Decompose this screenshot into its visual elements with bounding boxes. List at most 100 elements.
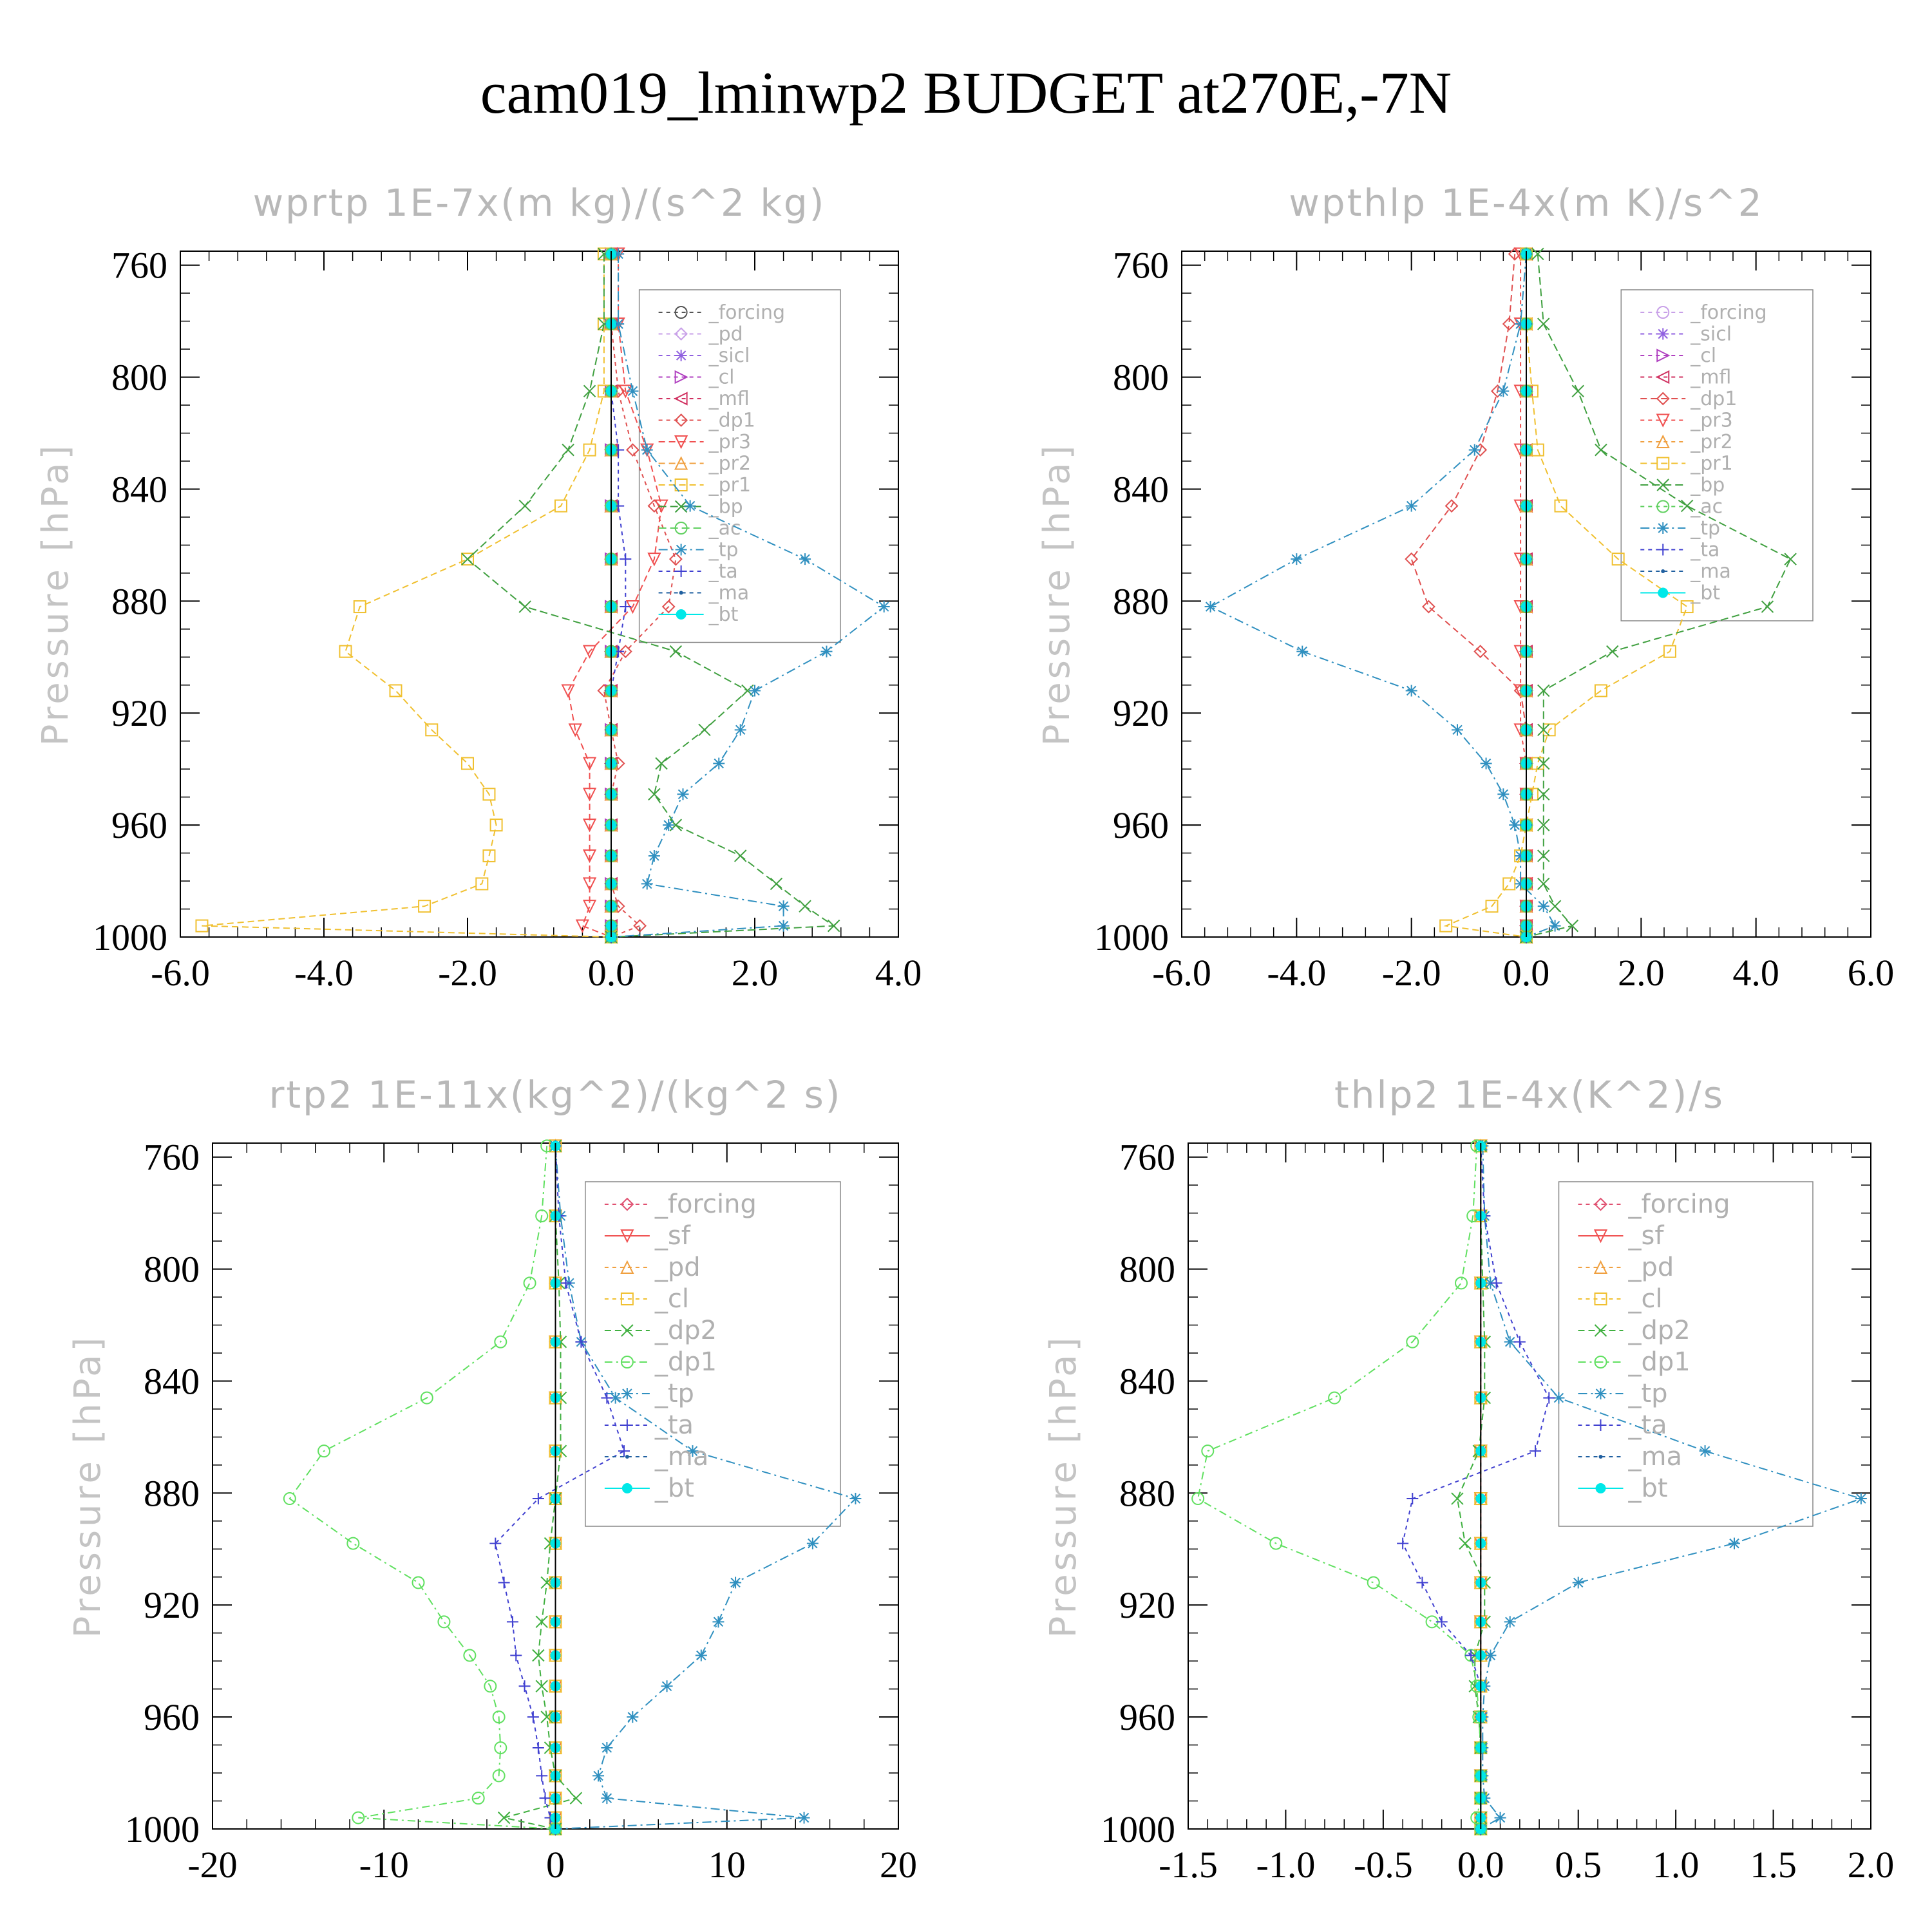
- x-tick-label: 0.0: [588, 952, 635, 994]
- legend-marker: [679, 591, 683, 595]
- data-point: [1566, 919, 1579, 933]
- data-point: [575, 1336, 587, 1348]
- y-tick-label: 960: [111, 804, 167, 846]
- data-point: [1406, 1335, 1419, 1349]
- data-point: [592, 1770, 605, 1782]
- data-point: [820, 645, 833, 658]
- data-point: [1191, 1492, 1205, 1506]
- data-point: [1480, 757, 1492, 770]
- data-point: [612, 248, 625, 260]
- data-point: [1549, 920, 1561, 932]
- data-point: [1543, 1392, 1555, 1404]
- y-axis-label: Pressure [hPa]: [1036, 442, 1078, 746]
- series-tp: [1475, 1140, 1867, 1835]
- data-point: [582, 788, 597, 802]
- data-point: [195, 919, 209, 933]
- x-tick-label: -1.5: [1159, 1844, 1218, 1886]
- legend-label: _dp2: [654, 1316, 717, 1345]
- legend-marker: [621, 1419, 633, 1431]
- data-point: [1537, 757, 1550, 770]
- data-point: [353, 600, 366, 614]
- data-point: [684, 500, 696, 512]
- data-point: [554, 499, 567, 513]
- data-point: [1296, 645, 1309, 658]
- data-point: [425, 723, 439, 737]
- legend-marker: [1595, 1419, 1607, 1431]
- legend-label: _cl: [1628, 1284, 1663, 1314]
- series-bp: [461, 247, 840, 943]
- data-point: [339, 645, 352, 658]
- series-dp1: [283, 1139, 562, 1835]
- legend-label: _bp: [708, 495, 743, 518]
- legend-label: _ac: [1690, 495, 1723, 518]
- y-tick-label: 760: [1119, 1137, 1175, 1179]
- data-point: [471, 1792, 485, 1805]
- data-point: [749, 685, 761, 697]
- data-point: [668, 552, 683, 566]
- data-point: [510, 1649, 522, 1662]
- data-point: [687, 1445, 699, 1457]
- legend-label: _forcing: [1628, 1189, 1730, 1219]
- legend-marker: [674, 306, 688, 319]
- data-point: [1502, 317, 1516, 331]
- y-tick-label: 960: [144, 1696, 200, 1738]
- legend-label: _ta: [1628, 1410, 1667, 1440]
- x-tick-label: -0.5: [1354, 1844, 1413, 1886]
- y-tick-label: 880: [144, 1472, 200, 1514]
- x-tick-label: -20: [187, 1844, 237, 1886]
- y-tick-label: 880: [111, 580, 167, 622]
- figure-title: cam019_lminwp2 BUDGET at270E,-7N: [480, 60, 1452, 126]
- legend-marker: [1656, 457, 1670, 470]
- data-point: [1728, 1537, 1740, 1549]
- data-point: [713, 757, 725, 770]
- legend-label: _ma: [654, 1442, 708, 1472]
- legend-marker: [1656, 370, 1670, 384]
- legend-label: _dp2: [1628, 1316, 1690, 1345]
- legend-label: _mfl: [708, 388, 750, 410]
- data-point: [1422, 600, 1435, 614]
- x-tick-label: 0.5: [1555, 1844, 1602, 1886]
- data-point: [583, 443, 596, 457]
- data-point: [420, 1391, 433, 1405]
- data-point: [1405, 685, 1417, 697]
- legend-label: _mfl: [1690, 366, 1731, 388]
- data-point: [609, 1392, 621, 1404]
- panel-title: wprtp 1E-7x(m kg)/(s^2 kg): [253, 181, 826, 225]
- legend-marker: [620, 1197, 634, 1211]
- data-point: [1509, 819, 1521, 831]
- data-point: [620, 553, 632, 565]
- data-point: [1594, 684, 1607, 697]
- legend-marker: [1656, 306, 1670, 319]
- legend-marker: [1661, 569, 1665, 573]
- data-point: [1663, 645, 1676, 658]
- data-point: [518, 600, 531, 613]
- series-ta: [489, 1140, 630, 1835]
- data-point: [568, 723, 582, 737]
- data-point: [575, 919, 590, 933]
- data-point: [1531, 757, 1544, 770]
- y-tick-label: 840: [144, 1360, 200, 1402]
- data-point: [482, 849, 496, 862]
- data-point: [1494, 1812, 1506, 1824]
- chart-panel-4: thlp2 1E-4x(K^2)/s 760 800 840 880 920 960 1000…: [1043, 1073, 1894, 1886]
- y-tick-label: 800: [144, 1249, 200, 1291]
- data-point: [1502, 877, 1516, 891]
- data-point: [1537, 684, 1550, 697]
- x-tick-label: 0: [546, 1844, 565, 1886]
- legend-label: _dp1: [654, 1347, 717, 1377]
- series-bp: [1520, 247, 1797, 943]
- legend-marker: [675, 544, 687, 556]
- data-point: [560, 1277, 572, 1289]
- y-axis-label: Pressure [hPa]: [67, 1334, 109, 1638]
- data-point: [1405, 500, 1417, 512]
- x-tick-label: 0.0: [1503, 952, 1550, 994]
- y-tick-label: 800: [1113, 357, 1169, 399]
- x-tick-label: 4.0: [875, 952, 922, 994]
- data-point: [492, 1769, 506, 1783]
- data-point: [618, 1445, 630, 1457]
- data-point: [1452, 724, 1463, 736]
- legend-label: _cl: [1690, 345, 1716, 367]
- data-point: [461, 757, 474, 770]
- legend-marker: [1656, 434, 1670, 448]
- legend-marker: [620, 1356, 634, 1368]
